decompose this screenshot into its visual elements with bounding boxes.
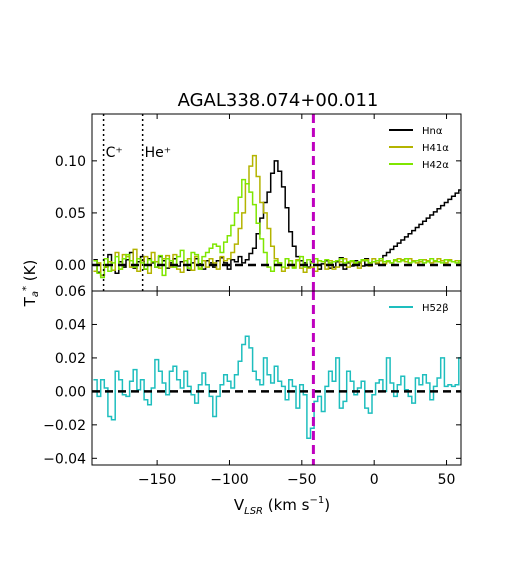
y-tick-label-top-2: 0.10 [55,154,86,170]
y-tick-label-bottom-3: 0.02 [55,351,86,367]
plot-frame-bottom [91,290,462,466]
x-tick-label-0: −150 [138,472,176,488]
bottom-panel: −0.04 −0.02 0.00 0.02 0.04 0.06 −150 −100 −50 0 50… [43,284,462,488]
y-tick-label-bottom-5: 0.06 [55,284,86,300]
x-tick-label-2: −50 [287,472,317,488]
x-tick-label-3: 0 [370,472,379,488]
x-tick-label-4: 50 [438,472,456,488]
legend-label-bottom-0: H52β [422,303,449,314]
vline-label-2: He⁺ [145,145,172,161]
x-tick-label-1: −100 [210,472,248,488]
series-line-top-1 [93,154,461,277]
y-tick-label-bottom-2: 0.00 [55,384,86,400]
legend-label-top-1: H41α [422,143,449,154]
top-panel: C⁺ He⁺ 0.00 0.05 0.10 Hnα H41α H42α [55,113,462,292]
y-axis-label: Ta* (K) [21,260,41,308]
y-tick-label-bottom-1: −0.02 [43,418,86,434]
y-tick-label-top-1: 0.05 [55,206,86,222]
series-line-bottom-0 [93,335,461,439]
y-tick-label-top-0: 0.00 [55,258,86,274]
legend-label-top-2: H42α [422,160,449,171]
chart-title: AGAL338.074+00.011 [178,90,379,111]
y-tick-label-bottom-4: 0.04 [55,317,86,333]
series-line-top-2 [93,178,461,279]
legend-label-top-0: Hnα [422,126,443,137]
x-axis-label: VLSR (km s−1) [234,495,330,517]
vline-label-1: C⁺ [106,145,123,161]
y-tick-label-bottom-0: −0.04 [43,451,86,467]
